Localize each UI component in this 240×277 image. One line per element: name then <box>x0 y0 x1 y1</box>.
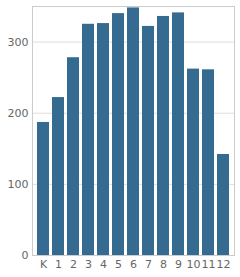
svg-text:4: 4 <box>100 258 107 271</box>
svg-text:7: 7 <box>145 258 152 271</box>
svg-text:200: 200 <box>8 107 29 120</box>
svg-text:K: K <box>40 258 48 271</box>
svg-text:6: 6 <box>130 258 137 271</box>
svg-text:2: 2 <box>70 258 77 271</box>
svg-text:5: 5 <box>115 258 122 271</box>
svg-text:300: 300 <box>8 36 29 49</box>
svg-text:9: 9 <box>175 258 182 271</box>
svg-text:8: 8 <box>160 258 167 271</box>
svg-text:10: 10 <box>187 258 201 271</box>
svg-text:12: 12 <box>217 258 231 271</box>
svg-text:3: 3 <box>85 258 92 271</box>
svg-text:0: 0 <box>22 249 29 262</box>
svg-text:1: 1 <box>55 258 62 271</box>
svg-text:11: 11 <box>202 258 216 271</box>
svg-text:100: 100 <box>8 178 29 191</box>
